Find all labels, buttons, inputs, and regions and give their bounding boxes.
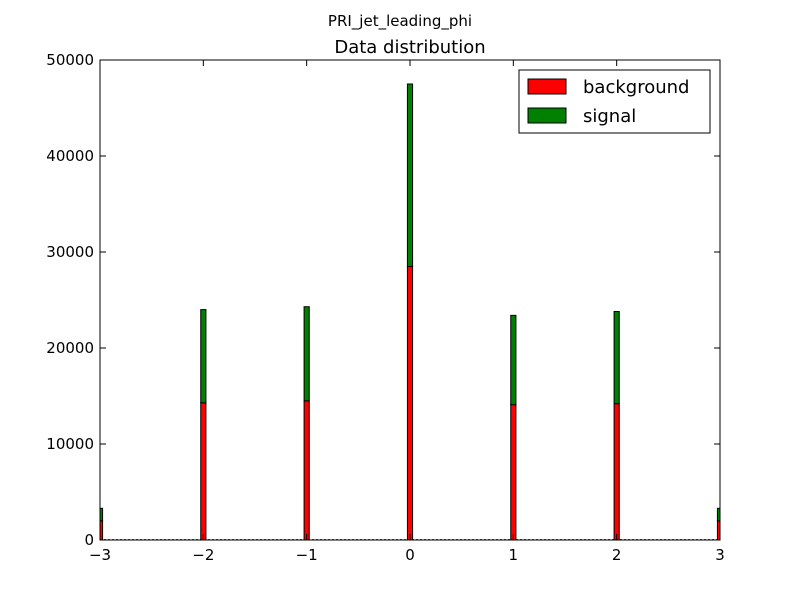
bar-signal bbox=[200, 309, 207, 404]
chart-title: Data distribution bbox=[334, 37, 485, 58]
legend-label-signal: signal bbox=[583, 106, 636, 127]
y-tick-label: 10000 bbox=[46, 435, 94, 453]
x-tick-label: 3 bbox=[715, 546, 725, 564]
bar-background bbox=[303, 400, 310, 541]
y-tick-label: 0 bbox=[84, 531, 94, 549]
bar-signal bbox=[613, 311, 620, 405]
bars-layer bbox=[99, 83, 721, 541]
x-tick-label: −3 bbox=[89, 546, 111, 564]
x-tick-label: 1 bbox=[509, 546, 519, 564]
ticks-layer: −3 −2 −1 0 1 2 3 0 10000 20000 30000 40000 50000 bbox=[46, 51, 724, 564]
y-tick-label: 40000 bbox=[46, 147, 94, 165]
bar-background bbox=[510, 404, 517, 541]
y-tick-label: 20000 bbox=[46, 339, 94, 357]
y-tick-label: 50000 bbox=[46, 51, 94, 69]
x-tick-label: 2 bbox=[612, 546, 622, 564]
chart-suptitle: PRI_jet_leading_phi bbox=[328, 12, 472, 31]
legend-label-background: background bbox=[583, 77, 689, 98]
bar-background bbox=[200, 402, 207, 541]
bar-signal bbox=[510, 314, 517, 406]
x-tick-label: −1 bbox=[296, 546, 318, 564]
bar-signal bbox=[406, 83, 414, 267]
legend-swatch-signal bbox=[527, 107, 567, 124]
y-tick-label: 30000 bbox=[46, 243, 94, 261]
x-tick-label: 0 bbox=[405, 546, 415, 564]
x-tick-label: −2 bbox=[192, 546, 214, 564]
bar-signal bbox=[303, 306, 310, 402]
legend-swatch-background bbox=[527, 78, 567, 95]
bar-background bbox=[406, 265, 414, 541]
bar-background bbox=[613, 403, 620, 541]
legend: background signal bbox=[518, 69, 711, 134]
